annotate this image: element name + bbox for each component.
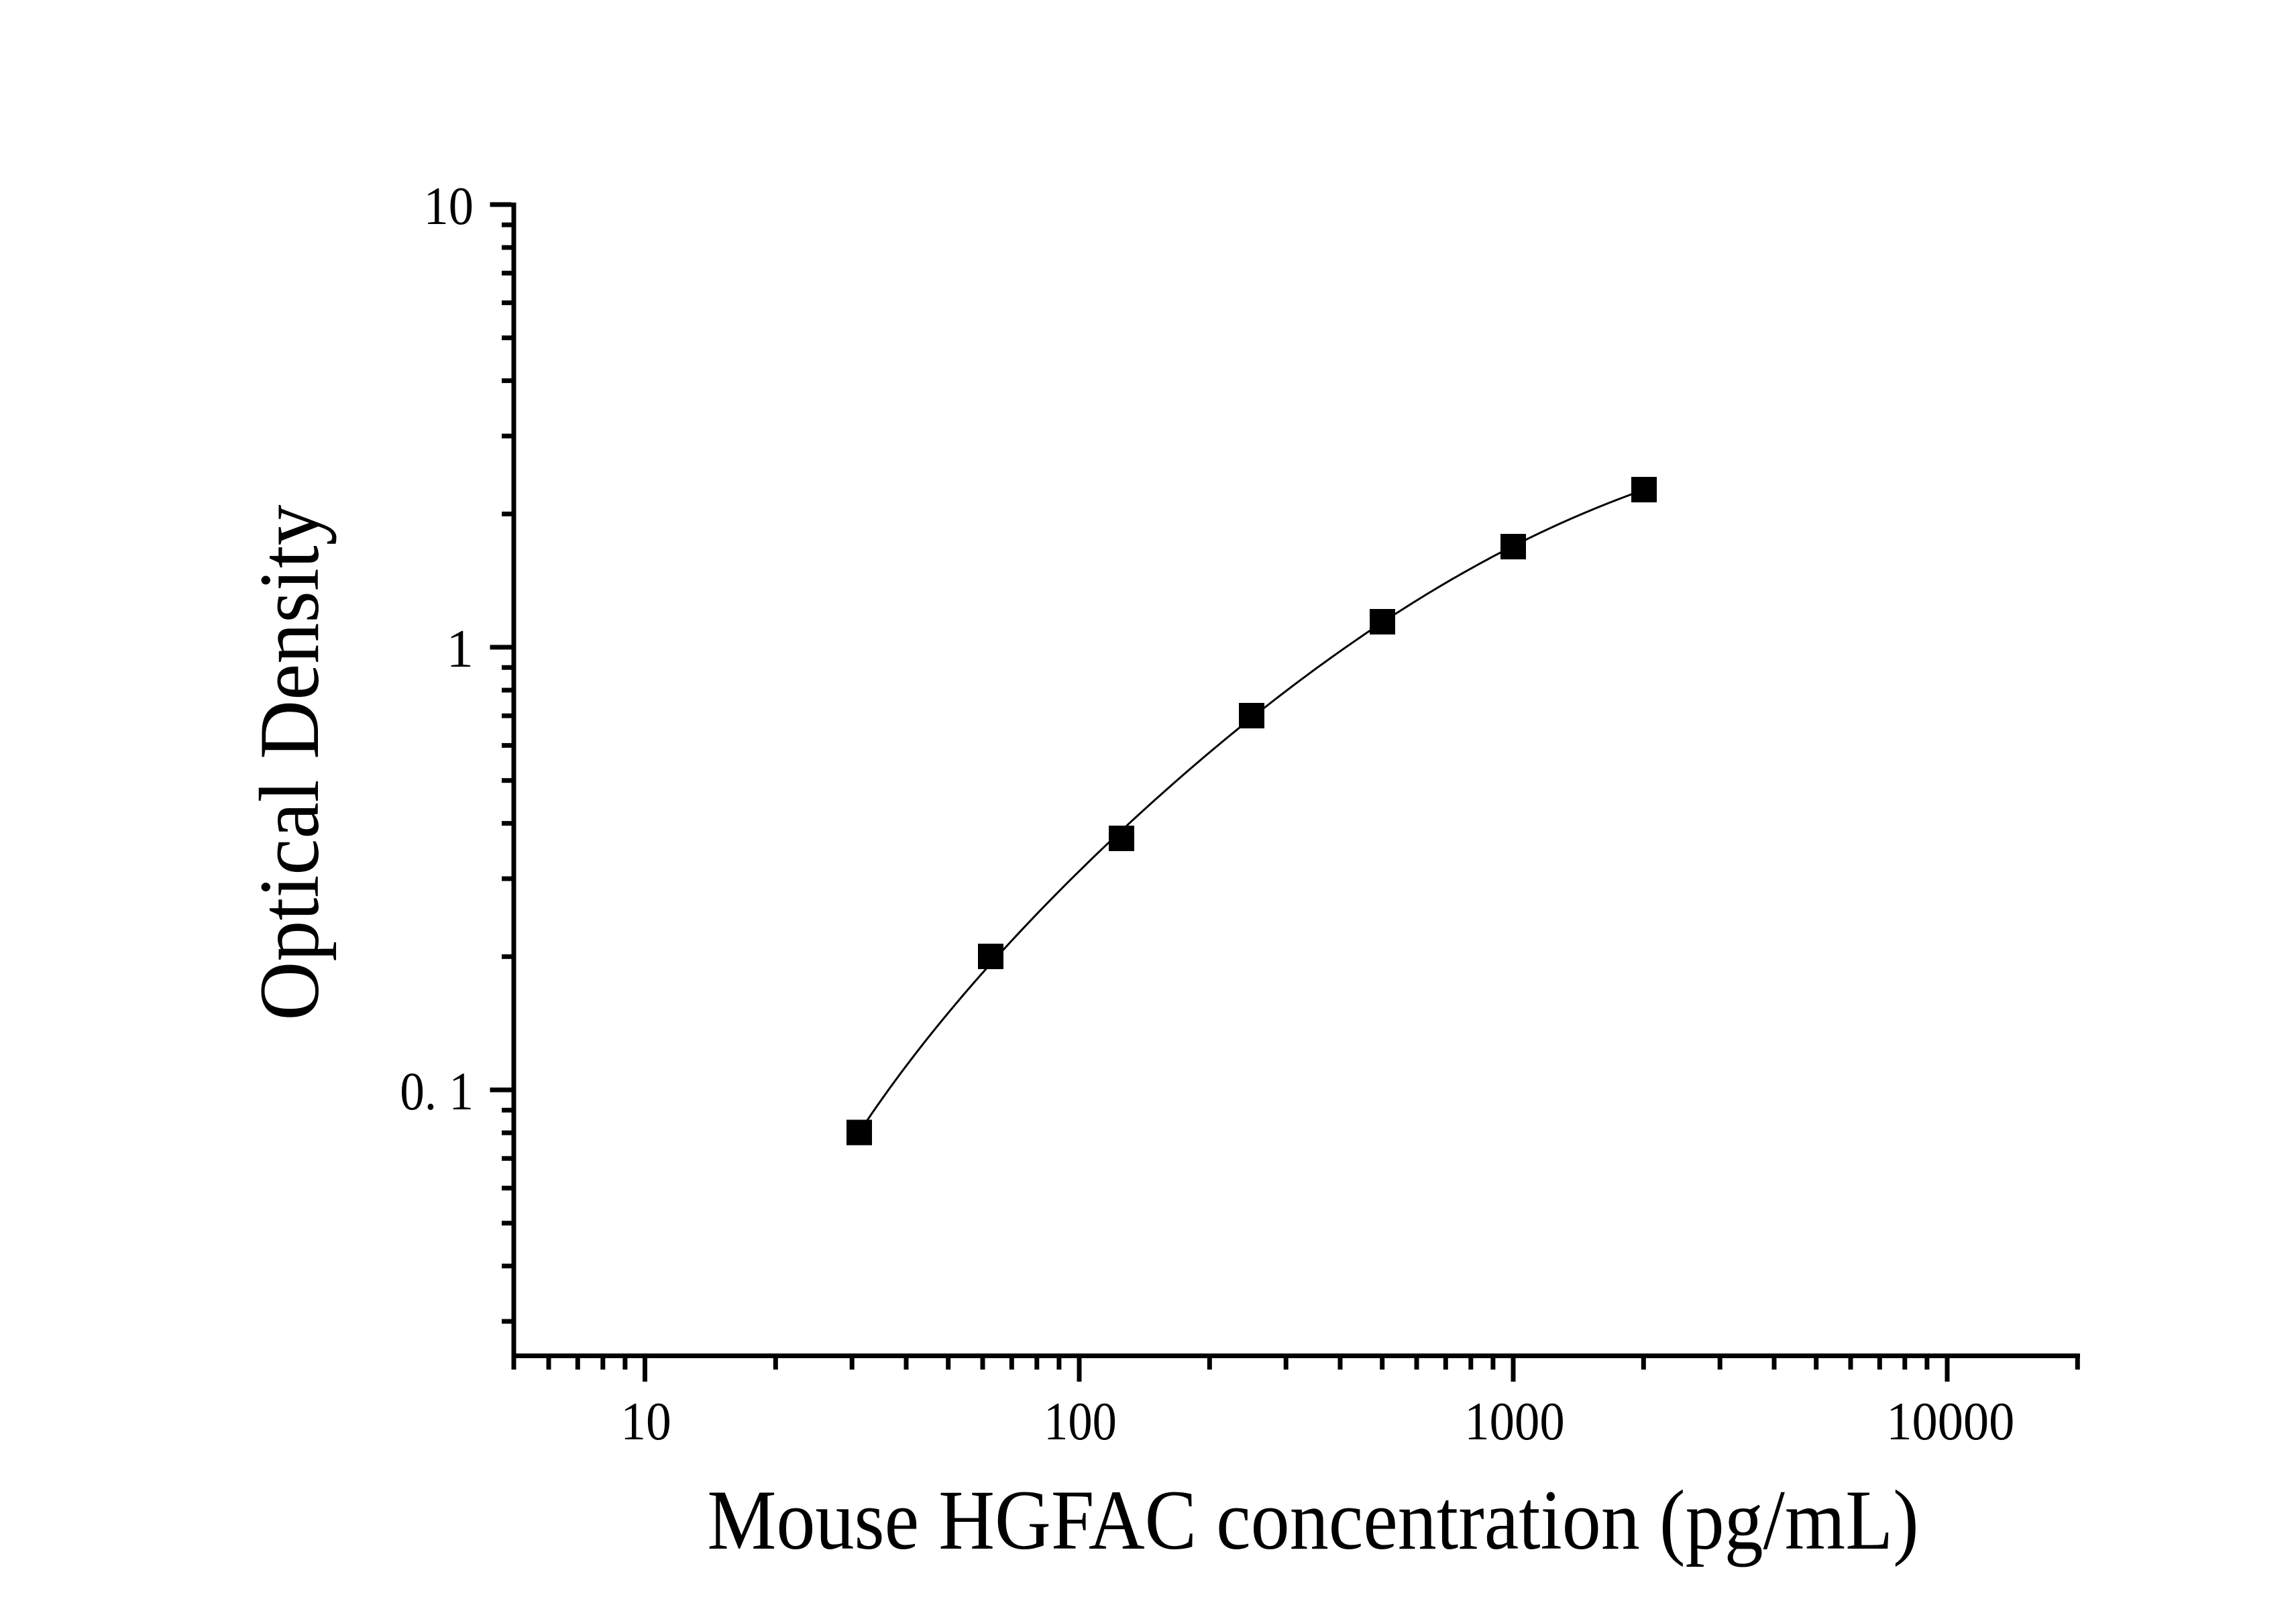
svg-text:Mouse HGFAC concentration (pg/: Mouse HGFAC concentration (pg/mL) (707, 1474, 1919, 1567)
svg-text:100: 100 (1044, 1391, 1117, 1451)
svg-text:10: 10 (620, 1391, 671, 1451)
svg-text:Optical Density: Optical Density (243, 504, 337, 1020)
svg-text:10000: 10000 (1886, 1391, 2014, 1451)
svg-text:0. 1: 0. 1 (400, 1061, 474, 1121)
svg-text:10: 10 (424, 176, 474, 236)
svg-text:1000: 1000 (1464, 1391, 1564, 1451)
svg-text:1: 1 (447, 618, 474, 679)
